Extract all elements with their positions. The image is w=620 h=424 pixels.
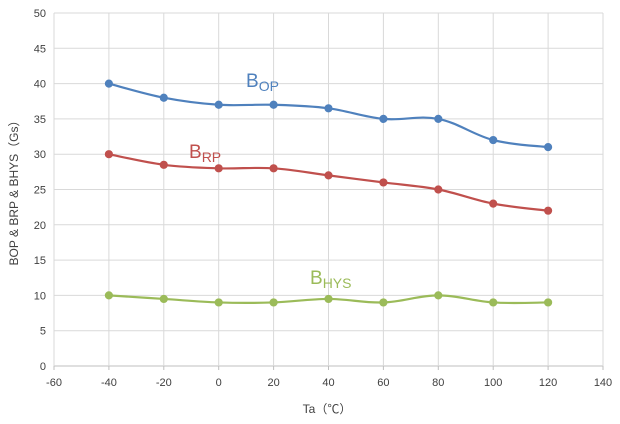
data-point-brp [324,171,333,180]
series-label-main: B [310,268,323,289]
series-label-main: B [189,142,202,163]
y-tick-label: 40 [34,79,46,91]
data-point-brp [104,150,114,159]
x-tick-label: 0 [216,377,222,389]
y-tick-label: 35 [34,114,46,126]
data-point-brp [544,206,553,215]
x-tick-label: 40 [322,377,334,389]
series-label-main: B [246,71,259,92]
data-point-bop [489,135,498,145]
axes: 0 5 10 15 20 25 30 35 40 45 50 -60 -40 -20 0 20 40 60 80 10… [34,8,612,389]
y-tick-label: 50 [34,8,46,20]
series-label-subscript: RP [202,149,221,165]
data-point-bhys [104,291,114,300]
x-axis-title: Ta（℃） [303,402,352,416]
y-tick-label: 25 [34,185,46,197]
series-label-bhys: BHYS [310,268,351,291]
data-point-brp [489,199,498,208]
gridlines [53,12,604,367]
y-tick-label: 45 [34,43,46,55]
x-tick-label: 80 [432,377,444,389]
y-tick-label: 30 [34,149,46,161]
x-tick-label: -40 [101,377,117,389]
y-tick-label: 15 [34,255,46,267]
y-tick-label: 10 [34,290,46,302]
data-point-brp [269,164,278,173]
series-label-bop: BOP [246,71,279,94]
data-point-bhys [434,291,443,300]
x-tick-label: -20 [156,377,172,389]
data-point-bop [269,100,278,109]
y-tick-label: 20 [34,220,46,232]
data-point-brp [159,160,168,169]
data-point-brp [434,185,443,194]
x-tick-label: 140 [594,377,612,389]
data-point-bop [159,93,168,102]
data-point-bhys [489,298,498,307]
data-point-bhys [544,298,553,307]
data-point-bop [214,100,223,109]
data-point-bhys [379,298,388,307]
series-label-brp: BRP [189,142,221,165]
data-point-bhys [324,294,333,304]
data-point-bhys [159,294,168,304]
data-point-bop [434,114,443,124]
data-point-bop [379,114,388,124]
x-tick-label: 60 [377,377,389,389]
x-tick-label: -60 [46,377,62,389]
series-label-subscript: OP [259,78,279,94]
data-point-brp [379,178,388,187]
x-tick-label: 100 [484,377,502,389]
y-tick-label: 5 [40,326,46,338]
data-point-bop [544,143,553,152]
series [104,79,553,307]
x-tick-label: 120 [539,377,557,389]
x-tick-label: 20 [267,377,279,389]
data-point-bop [324,104,333,113]
data-point-bhys [214,298,223,307]
y-tick-label: 0 [40,361,46,373]
data-point-brp [214,164,223,173]
series-label-subscript: HYS [323,275,352,291]
data-point-bop [104,79,114,88]
data-point-bhys [269,298,278,307]
y-axis-title: BOP & BRP & BHYS（Gs） [7,115,21,266]
